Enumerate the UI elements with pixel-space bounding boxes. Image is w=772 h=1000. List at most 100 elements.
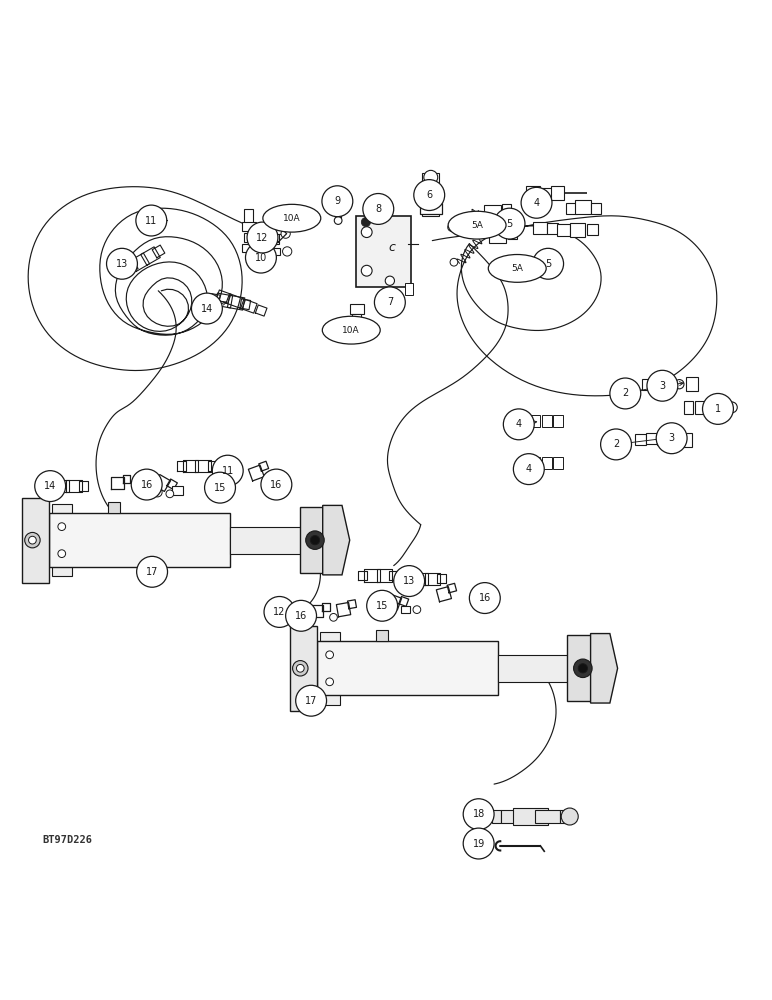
Text: 10: 10: [255, 253, 267, 263]
Circle shape: [334, 217, 342, 224]
Circle shape: [675, 380, 684, 389]
Bar: [267, 223, 281, 234]
Polygon shape: [52, 504, 72, 576]
Polygon shape: [320, 632, 340, 705]
Circle shape: [310, 536, 320, 545]
Bar: [508, 231, 517, 239]
Circle shape: [326, 651, 334, 659]
Text: 16: 16: [295, 611, 307, 621]
Circle shape: [293, 661, 308, 676]
Bar: [535, 810, 560, 823]
Bar: [642, 379, 652, 390]
Circle shape: [448, 224, 455, 231]
Bar: [715, 400, 729, 414]
Text: 15: 15: [376, 601, 388, 611]
Circle shape: [35, 471, 66, 502]
Circle shape: [153, 488, 162, 497]
Circle shape: [394, 566, 425, 596]
Bar: [489, 232, 506, 243]
Bar: [652, 376, 663, 387]
Text: 15: 15: [214, 483, 226, 493]
Text: 5: 5: [506, 219, 513, 229]
Circle shape: [136, 205, 167, 236]
Bar: [542, 457, 552, 469]
Circle shape: [58, 550, 66, 558]
Circle shape: [656, 423, 687, 454]
Bar: [484, 205, 501, 216]
Bar: [686, 377, 698, 391]
Text: 3: 3: [669, 433, 675, 443]
Text: 11: 11: [145, 216, 157, 226]
Circle shape: [367, 590, 398, 621]
Text: BT97D226: BT97D226: [42, 835, 93, 845]
Circle shape: [205, 472, 235, 503]
Bar: [242, 222, 256, 231]
Circle shape: [212, 455, 243, 486]
Circle shape: [25, 532, 40, 548]
Text: 5A: 5A: [511, 264, 523, 273]
Circle shape: [374, 287, 405, 318]
Circle shape: [330, 613, 337, 621]
FancyBboxPatch shape: [356, 216, 411, 287]
Bar: [553, 415, 564, 427]
Circle shape: [521, 187, 552, 218]
Circle shape: [601, 429, 631, 460]
Text: 1: 1: [715, 404, 721, 414]
Circle shape: [574, 659, 592, 678]
Bar: [551, 186, 564, 200]
Bar: [425, 186, 437, 203]
Circle shape: [469, 583, 500, 613]
Bar: [256, 247, 269, 256]
Circle shape: [413, 606, 421, 613]
Polygon shape: [323, 505, 350, 575]
Bar: [172, 486, 183, 495]
Circle shape: [137, 556, 168, 587]
Bar: [502, 204, 511, 212]
Bar: [420, 203, 442, 214]
Circle shape: [322, 186, 353, 217]
Circle shape: [261, 469, 292, 500]
Text: 17: 17: [305, 696, 317, 706]
Circle shape: [561, 808, 578, 825]
Bar: [371, 208, 380, 214]
Bar: [352, 314, 361, 323]
Bar: [405, 283, 413, 295]
Bar: [706, 401, 715, 414]
Bar: [530, 457, 540, 469]
Polygon shape: [300, 507, 330, 573]
Circle shape: [578, 664, 587, 673]
Polygon shape: [567, 635, 598, 701]
Bar: [519, 457, 529, 469]
Circle shape: [283, 247, 292, 256]
Bar: [557, 224, 570, 236]
Circle shape: [361, 227, 372, 238]
Text: 9: 9: [334, 196, 340, 206]
Circle shape: [463, 828, 494, 859]
Circle shape: [610, 378, 641, 409]
Circle shape: [296, 664, 304, 672]
Bar: [553, 457, 564, 469]
Circle shape: [647, 370, 678, 401]
Bar: [401, 606, 410, 613]
Circle shape: [191, 293, 222, 324]
Bar: [541, 188, 552, 200]
Circle shape: [494, 208, 525, 239]
Bar: [684, 401, 693, 414]
Polygon shape: [230, 527, 307, 554]
Text: 16: 16: [141, 480, 153, 490]
Text: 13: 13: [116, 259, 128, 269]
Bar: [501, 810, 526, 823]
Circle shape: [29, 536, 36, 544]
Text: 8: 8: [375, 204, 381, 214]
Text: 16: 16: [479, 593, 491, 603]
Text: 10A: 10A: [343, 326, 360, 335]
Ellipse shape: [262, 204, 321, 232]
Text: 13: 13: [403, 576, 415, 586]
Bar: [526, 186, 540, 200]
Bar: [513, 808, 548, 825]
Circle shape: [533, 248, 564, 279]
Circle shape: [131, 469, 162, 500]
Text: 10A: 10A: [283, 214, 300, 223]
Bar: [547, 223, 558, 234]
Text: 4: 4: [533, 198, 540, 208]
